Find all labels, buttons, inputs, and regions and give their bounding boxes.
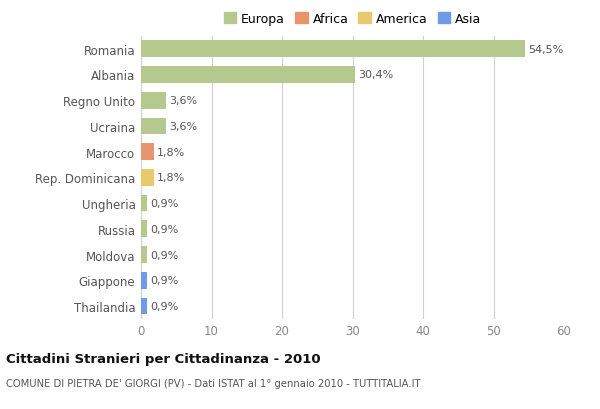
Bar: [141, 272, 148, 289]
Text: 0,9%: 0,9%: [150, 199, 178, 209]
Bar: [141, 170, 154, 186]
Bar: [141, 298, 148, 315]
Bar: [141, 144, 154, 161]
Text: 0,9%: 0,9%: [150, 301, 178, 311]
Text: 1,8%: 1,8%: [157, 147, 185, 157]
Bar: [141, 247, 148, 263]
Text: 3,6%: 3,6%: [169, 121, 197, 132]
Bar: [141, 118, 166, 135]
Bar: [141, 221, 148, 238]
Text: COMUNE DI PIETRA DE' GIORGI (PV) - Dati ISTAT al 1° gennaio 2010 - TUTTITALIA.IT: COMUNE DI PIETRA DE' GIORGI (PV) - Dati …: [6, 378, 421, 389]
Bar: [141, 195, 148, 212]
Text: 0,9%: 0,9%: [150, 276, 178, 285]
Text: 0,9%: 0,9%: [150, 224, 178, 234]
Text: 0,9%: 0,9%: [150, 250, 178, 260]
Text: 1,8%: 1,8%: [157, 173, 185, 183]
Text: 3,6%: 3,6%: [169, 96, 197, 106]
Text: 54,5%: 54,5%: [528, 45, 563, 55]
Legend: Europa, Africa, America, Asia: Europa, Africa, America, Asia: [220, 9, 485, 29]
Bar: [141, 92, 166, 109]
Bar: [141, 67, 355, 83]
Text: 30,4%: 30,4%: [358, 70, 394, 80]
Bar: [141, 41, 525, 58]
Text: Cittadini Stranieri per Cittadinanza - 2010: Cittadini Stranieri per Cittadinanza - 2…: [6, 352, 320, 365]
